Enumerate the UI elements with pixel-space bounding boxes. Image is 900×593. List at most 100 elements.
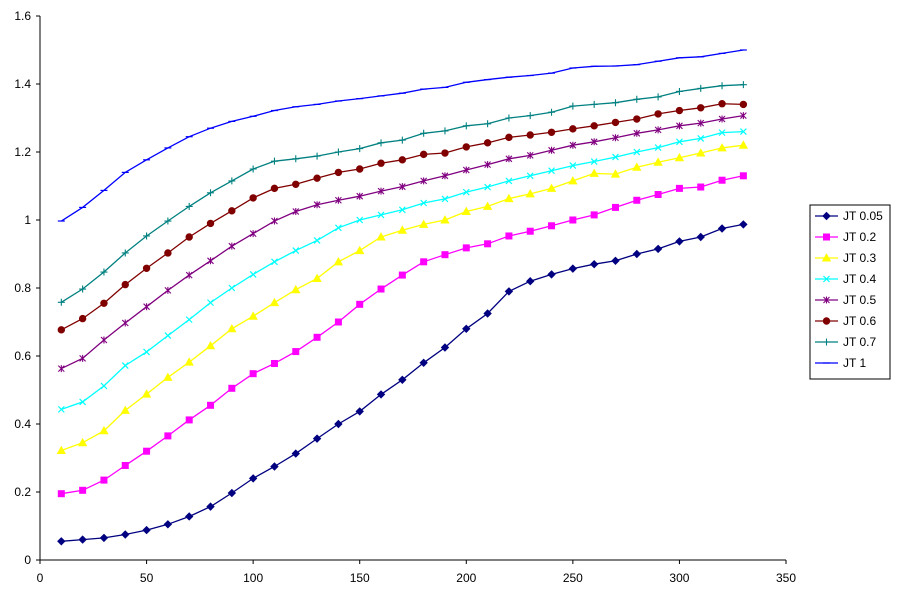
data-point: [292, 155, 300, 163]
data-point: [57, 490, 65, 498]
plot-background: [40, 16, 786, 560]
data-point: [611, 256, 620, 266]
data-point: [227, 488, 237, 498]
x-tick-label: 300: [669, 571, 689, 585]
data-point: [99, 533, 109, 543]
data-point: [462, 143, 470, 151]
data-point: [462, 122, 470, 130]
series-jt-0-05: [57, 220, 748, 546]
data-point: [548, 146, 555, 154]
data-point: [526, 227, 534, 235]
data-point: [675, 237, 684, 246]
legend-item: JT 0.05: [815, 209, 883, 223]
data-point: [313, 201, 321, 209]
data-point: [611, 99, 619, 107]
data-point: [121, 249, 129, 257]
legend-item: JT 0.7: [815, 335, 876, 349]
data-point: [377, 211, 385, 219]
data-point: [697, 104, 705, 112]
data-point: [718, 176, 726, 184]
data-point: [633, 115, 641, 123]
data-point: [142, 264, 151, 272]
data-point: [654, 191, 662, 198]
data-point: [484, 183, 492, 191]
data-point: [334, 419, 343, 429]
data-point: [717, 143, 727, 152]
data-point: [674, 152, 685, 162]
data-point: [184, 357, 194, 366]
data-point: [441, 172, 449, 180]
data-point: [441, 195, 449, 203]
data-point: [100, 336, 108, 344]
data-point: [207, 189, 215, 197]
data-point: [57, 365, 65, 373]
x-tick-label: 250: [563, 571, 583, 585]
data-point: [568, 264, 578, 273]
data-point: [207, 299, 214, 307]
data-point: [228, 384, 236, 392]
data-point: [548, 167, 555, 175]
data-point: [164, 249, 172, 257]
data-point: [526, 172, 534, 180]
data-point: [121, 319, 129, 327]
y-tick-label: 0.6: [14, 349, 31, 363]
data-point: [377, 159, 385, 167]
data-point: [356, 300, 364, 308]
data-point: [270, 462, 279, 471]
data-point: [525, 188, 535, 198]
legend-label: JT 0.7: [843, 335, 876, 349]
data-point: [612, 134, 619, 142]
data-point: [633, 129, 641, 137]
data-point: [313, 174, 321, 182]
data-point: [334, 318, 342, 326]
data-point: [228, 177, 236, 185]
data-point: [821, 253, 832, 262]
data-point: [739, 112, 747, 120]
data-point: [292, 180, 300, 189]
data-point: [249, 270, 257, 278]
data-point: [739, 220, 748, 229]
data-point: [548, 222, 556, 230]
data-point: [356, 165, 364, 173]
data-point: [57, 537, 66, 546]
legend-label: JT 0.3: [843, 251, 876, 265]
data-point: [313, 333, 321, 341]
data-point: [739, 128, 747, 136]
data-point: [590, 138, 598, 146]
data-point: [249, 165, 257, 173]
data-point: [505, 155, 513, 163]
data-point: [739, 100, 748, 109]
data-point: [398, 156, 407, 164]
data-point: [697, 119, 705, 127]
data-point: [142, 525, 151, 535]
data-point: [568, 176, 578, 185]
data-point: [143, 447, 151, 455]
data-point: [77, 437, 88, 447]
legend-item: JT 0.6: [815, 314, 876, 328]
data-point: [100, 476, 108, 484]
data-point: [675, 184, 683, 192]
legend-item: JT 0.2: [815, 230, 876, 244]
data-point: [333, 256, 344, 266]
data-point: [505, 232, 513, 240]
data-point: [291, 284, 301, 294]
data-point: [675, 106, 684, 115]
x-tick-label: 350: [776, 571, 796, 585]
data-point: [248, 311, 258, 320]
series-jt-0-7: [57, 81, 747, 306]
data-point: [569, 141, 577, 149]
data-point: [823, 275, 830, 283]
data-point: [185, 271, 193, 279]
data-point: [164, 432, 172, 440]
data-point: [420, 129, 428, 137]
data-point: [313, 152, 321, 160]
data-point: [141, 389, 152, 398]
y-tick-label: 1.4: [14, 77, 31, 91]
data-point: [526, 151, 534, 159]
data-point: [78, 314, 87, 323]
data-point: [376, 232, 386, 241]
data-point: [99, 425, 109, 435]
data-point: [228, 242, 236, 250]
data-point: [504, 193, 514, 203]
data-point: [420, 258, 428, 266]
